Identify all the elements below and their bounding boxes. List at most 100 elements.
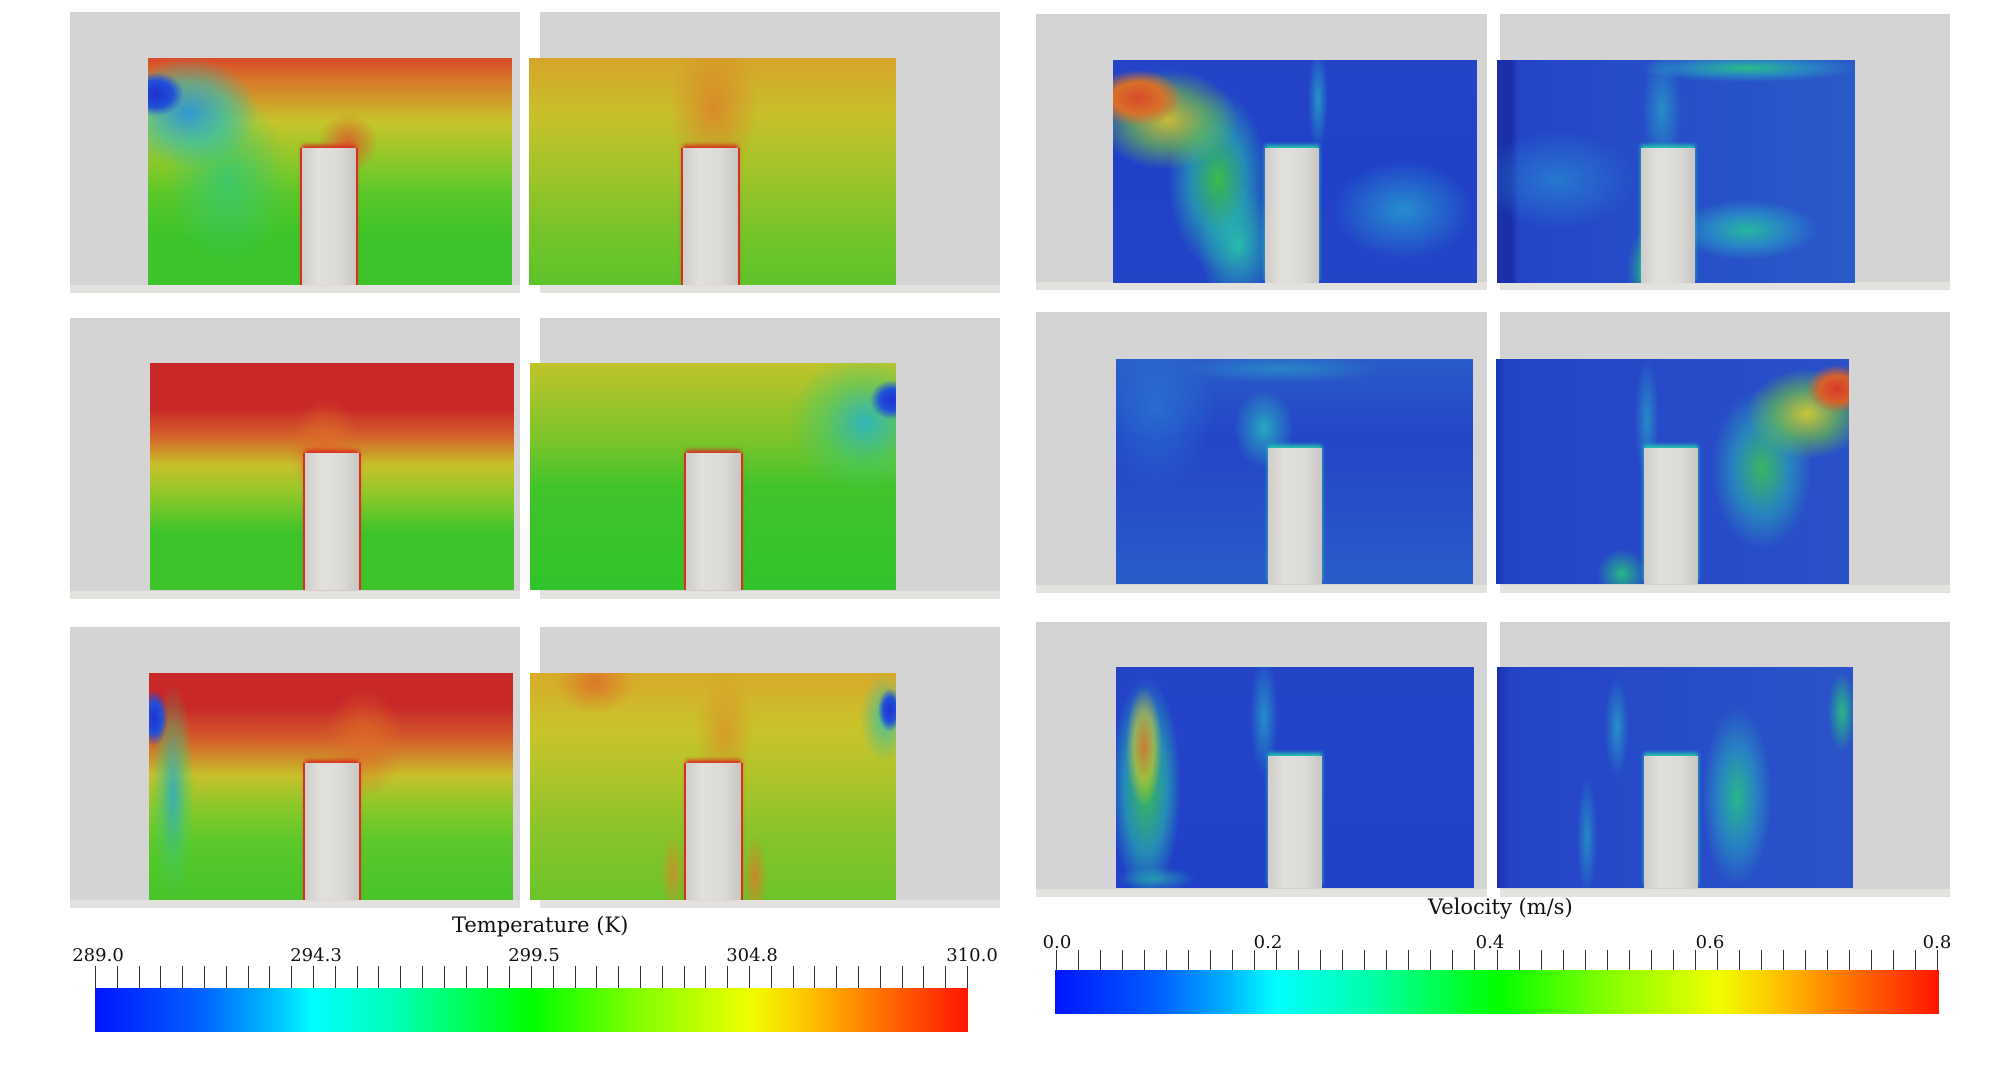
colorbar-tick	[182, 966, 184, 988]
temperature-colorbar-gradient	[95, 988, 968, 1032]
vel-pillar-r3-left	[1268, 756, 1322, 888]
temp-pillar-r1-right	[683, 148, 738, 285]
colorbar-tick	[792, 966, 794, 988]
colorbar-tick	[1430, 950, 1432, 972]
temp-pillar-r2-left	[305, 453, 359, 590]
colorbar-tick	[334, 966, 336, 988]
colorbar-tick	[509, 966, 511, 988]
colorbar-tick	[1188, 950, 1190, 972]
colorbar-tick	[1848, 950, 1850, 972]
colorbar-tick	[705, 966, 707, 988]
colorbar-tick	[1672, 950, 1674, 972]
colorbar-tick	[95, 966, 96, 988]
colorbar-tick	[443, 966, 445, 988]
colorbar-tick	[1760, 950, 1762, 972]
vel-pillar-r2-right	[1644, 448, 1698, 584]
temp-tick-label-0: 289.0	[72, 945, 124, 966]
vel-tick-label-0: 0.0	[1042, 932, 1072, 953]
colorbar-tick	[1320, 950, 1322, 972]
colorbar-tick	[1386, 950, 1388, 972]
colorbar-tick	[1056, 950, 1057, 972]
colorbar-tick	[727, 966, 729, 988]
colorbar-tick	[378, 966, 380, 988]
colorbar-tick	[945, 966, 947, 988]
colorbar-tick	[1518, 950, 1520, 972]
temp-tick-label-4: 310.0	[946, 945, 998, 966]
temp-pillar-r1-left	[302, 148, 356, 285]
vel-pillar-r1-right	[1641, 148, 1695, 283]
vel-separator	[1488, 0, 1496, 900]
temp-separator	[521, 0, 529, 915]
colorbar-tick	[204, 966, 205, 988]
colorbar-tick	[552, 966, 554, 988]
colorbar-tick	[901, 966, 903, 988]
colorbar-tick	[640, 966, 641, 988]
colorbar-tick	[291, 966, 293, 988]
vel-pillar-r3-right	[1644, 756, 1698, 888]
colorbar-tick	[1628, 950, 1630, 972]
colorbar-tick	[683, 966, 685, 988]
colorbar-tick	[1804, 950, 1806, 972]
colorbar-tick	[465, 966, 467, 988]
colorbar-tick	[1694, 950, 1696, 972]
temp-pillar-r3-right	[686, 763, 741, 900]
temp-tick-label-3: 304.8	[726, 945, 778, 966]
colorbar-tick	[160, 966, 162, 988]
colorbar-tick	[1452, 950, 1454, 972]
colorbar-tick	[967, 966, 968, 988]
colorbar-tick	[1738, 950, 1740, 972]
vel-tick-label-3: 0.6	[1695, 932, 1725, 953]
colorbar-tick	[1914, 950, 1916, 972]
colorbar-tick	[1870, 950, 1872, 972]
colorbar-tick	[1298, 950, 1300, 972]
colorbar-tick	[1650, 950, 1652, 972]
colorbar-tick	[1210, 950, 1212, 972]
velocity-title: Velocity (m/s)	[1428, 895, 1573, 919]
colorbar-tick	[618, 966, 620, 988]
colorbar-tick	[858, 966, 859, 988]
temperature-title: Temperature (K)	[452, 913, 629, 937]
velocity-colorbar-gradient	[1055, 970, 1939, 1014]
colorbar-tick	[1606, 950, 1608, 972]
colorbar-tick	[596, 966, 598, 988]
colorbar-tick	[923, 966, 925, 988]
temp-pillar-r2-right	[686, 453, 741, 590]
colorbar-tick	[1562, 950, 1564, 972]
colorbar-tick	[1937, 950, 1938, 972]
colorbar-tick	[269, 966, 271, 988]
colorbar-tick	[1474, 950, 1476, 972]
colorbar-tick	[1826, 950, 1828, 972]
colorbar-tick	[400, 966, 402, 988]
colorbar-tick	[356, 966, 358, 988]
colorbar-tick	[1166, 950, 1168, 972]
colorbar-tick	[1144, 950, 1146, 972]
vel-tick-label-1: 0.2	[1253, 932, 1283, 953]
colorbar-tick	[1100, 950, 1102, 972]
colorbar-tick	[879, 966, 881, 988]
colorbar-tick	[814, 966, 816, 988]
colorbar-tick	[116, 966, 118, 988]
vel-tick-label-4: 0.8	[1922, 932, 1952, 953]
temp-tick-label-2: 299.5	[508, 945, 560, 966]
colorbar-tick	[1232, 950, 1234, 972]
temp-pillar-r3-left	[305, 763, 359, 900]
vel-pillar-r2-left	[1268, 448, 1322, 584]
colorbar-tick	[1078, 950, 1080, 972]
colorbar-tick	[247, 966, 249, 988]
colorbar-tick	[1122, 950, 1124, 972]
colorbar-tick	[138, 966, 140, 988]
colorbar-tick	[1364, 950, 1366, 972]
colorbar-tick	[1584, 950, 1586, 972]
colorbar-tick	[1408, 950, 1410, 972]
colorbar-tick	[836, 966, 838, 988]
colorbar-tick	[225, 966, 227, 988]
colorbar-tick	[1342, 950, 1344, 972]
vel-pillar-r1-left	[1265, 148, 1319, 283]
colorbar-tick	[770, 966, 772, 988]
colorbar-tick	[661, 966, 663, 988]
vel-tick-label-2: 0.4	[1475, 932, 1505, 953]
colorbar-tick	[574, 966, 576, 988]
temp-tick-label-1: 294.3	[290, 945, 342, 966]
colorbar-tick	[1540, 950, 1542, 972]
colorbar-tick	[1254, 950, 1256, 972]
